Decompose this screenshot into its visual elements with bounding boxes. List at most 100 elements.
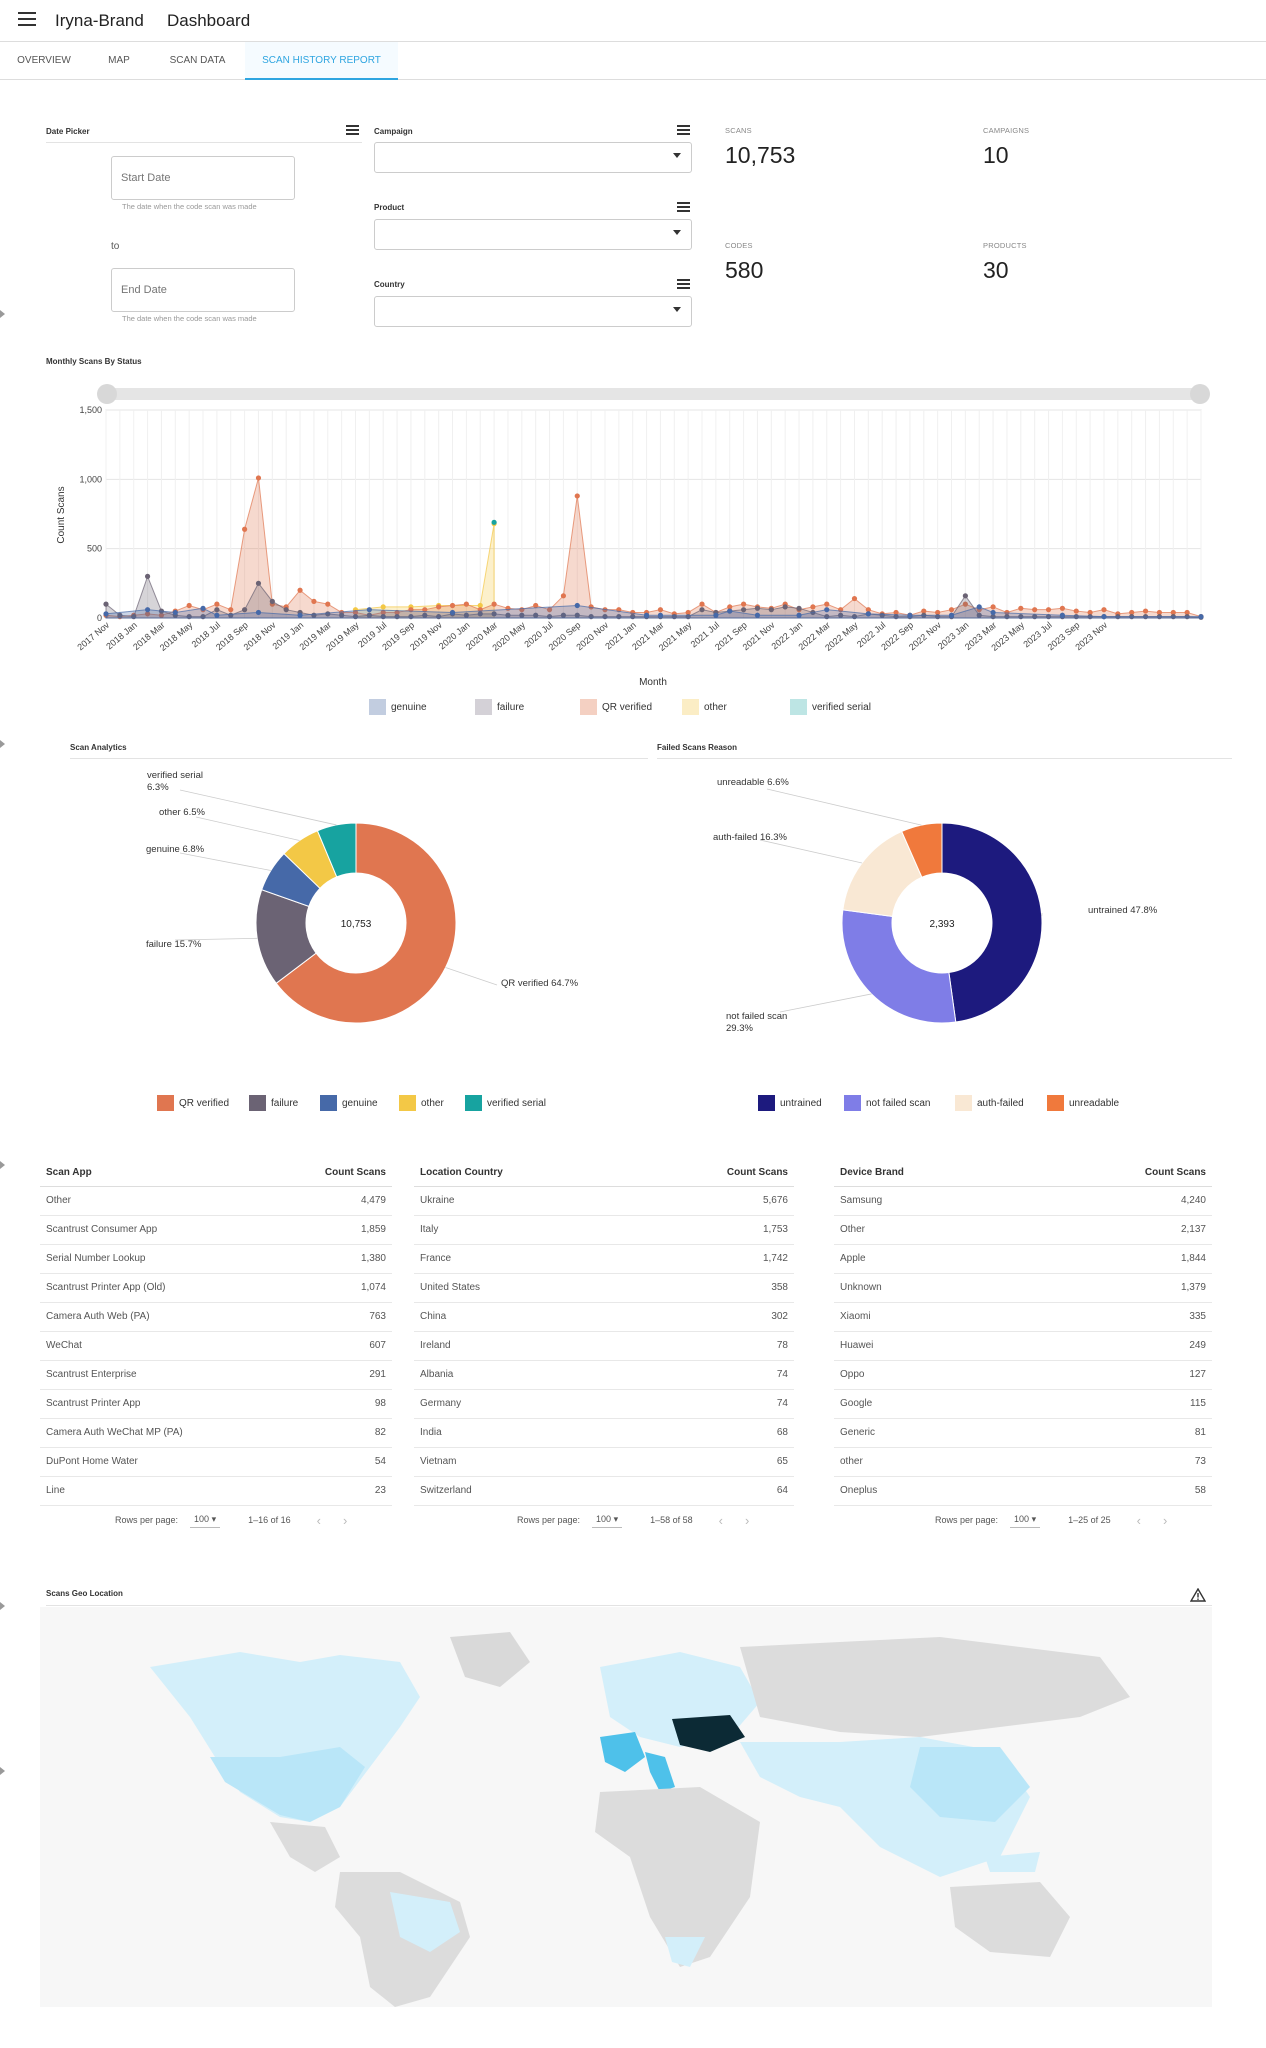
- legend-verified-serial[interactable]: verified serial: [790, 699, 871, 715]
- table-row[interactable]: Camera Auth Web (PA) 763: [40, 1302, 392, 1332]
- data-point[interactable]: [838, 612, 844, 618]
- data-point[interactable]: [1101, 607, 1107, 613]
- collapse-arrow-icon[interactable]: [0, 1602, 5, 1610]
- map-china[interactable]: [910, 1747, 1030, 1822]
- table-row[interactable]: India 68: [414, 1418, 794, 1448]
- data-point[interactable]: [754, 612, 761, 618]
- data-point[interactable]: [533, 612, 539, 618]
- pie-slice[interactable]: [841, 909, 957, 1024]
- table-row[interactable]: Albania 74: [414, 1360, 794, 1390]
- next-page-icon[interactable]: ›: [744, 1512, 750, 1528]
- data-point[interactable]: [574, 493, 580, 499]
- data-point[interactable]: [810, 604, 816, 610]
- data-point[interactable]: [727, 604, 733, 610]
- table-row[interactable]: Line 23: [40, 1476, 392, 1506]
- legend-qr-verified[interactable]: QR verified: [157, 1095, 229, 1111]
- data-point[interactable]: [824, 607, 830, 613]
- legend-qr-verified[interactable]: QR verified: [580, 699, 652, 715]
- data-point[interactable]: [214, 607, 220, 613]
- data-point[interactable]: [796, 605, 802, 611]
- data-point[interactable]: [228, 607, 234, 613]
- data-point[interactable]: [935, 609, 941, 616]
- data-point[interactable]: [380, 604, 386, 610]
- data-point[interactable]: [699, 607, 705, 613]
- range-slider-track[interactable]: [106, 388, 1201, 400]
- data-point[interactable]: [1129, 609, 1135, 616]
- data-point[interactable]: [144, 573, 151, 579]
- data-point[interactable]: [768, 607, 774, 613]
- table-row[interactable]: Oppo 127: [834, 1360, 1212, 1390]
- data-point[interactable]: [1059, 605, 1065, 611]
- data-point[interactable]: [144, 607, 151, 613]
- data-point[interactable]: [1018, 605, 1024, 611]
- pie-slice[interactable]: [901, 822, 943, 878]
- data-point[interactable]: [782, 604, 788, 610]
- table-row[interactable]: Generic 81: [834, 1418, 1212, 1448]
- tab-map[interactable]: MAP: [108, 55, 130, 66]
- data-point[interactable]: [727, 608, 733, 614]
- data-point[interactable]: [422, 607, 428, 613]
- table-row[interactable]: Unknown 1,379: [834, 1273, 1212, 1303]
- data-point[interactable]: [200, 605, 206, 611]
- tab-scan-data[interactable]: SCAN DATA: [169, 55, 226, 66]
- legend-verified-serial[interactable]: verified serial: [465, 1095, 546, 1111]
- data-point[interactable]: [394, 609, 400, 616]
- legend-auth-failed[interactable]: auth-failed: [955, 1095, 1024, 1111]
- table-row[interactable]: Huawei 249: [834, 1331, 1212, 1361]
- menu-icon[interactable]: [677, 202, 690, 212]
- data-point[interactable]: [477, 602, 483, 609]
- data-point[interactable]: [1059, 612, 1065, 618]
- data-point[interactable]: [1004, 609, 1010, 616]
- data-point[interactable]: [990, 609, 996, 616]
- data-point[interactable]: [546, 607, 553, 613]
- pie-slice[interactable]: [316, 822, 357, 878]
- menu-icon[interactable]: [346, 125, 359, 135]
- next-page-icon[interactable]: ›: [1162, 1512, 1168, 1528]
- data-point[interactable]: [380, 609, 386, 616]
- data-point[interactable]: [865, 611, 871, 617]
- table-row[interactable]: Serial Number Lookup 1,380: [40, 1244, 392, 1274]
- data-point[interactable]: [588, 604, 594, 610]
- data-point[interactable]: [948, 612, 955, 618]
- data-point[interactable]: [339, 612, 345, 618]
- data-point[interactable]: [269, 598, 275, 604]
- collapse-arrow-icon[interactable]: [0, 1161, 5, 1169]
- data-point[interactable]: [560, 612, 567, 618]
- table-row[interactable]: Ireland 78: [414, 1331, 794, 1361]
- table-row[interactable]: Switzerland 64: [414, 1476, 794, 1506]
- table-row[interactable]: Scantrust Enterprise 291: [40, 1360, 392, 1390]
- table-row[interactable]: Ukraine 5,676: [414, 1186, 794, 1216]
- table-row[interactable]: Other 4,479: [40, 1186, 392, 1216]
- data-point[interactable]: [186, 602, 192, 609]
- table-row[interactable]: Other 2,137: [834, 1215, 1212, 1245]
- data-point[interactable]: [1101, 614, 1107, 620]
- legend-not-failed-scan[interactable]: not failed scan: [844, 1095, 931, 1111]
- data-point[interactable]: [1156, 609, 1163, 616]
- rows-per-page-select[interactable]: 100 ▾: [592, 1512, 623, 1528]
- table-row[interactable]: China 302: [414, 1302, 794, 1332]
- data-point[interactable]: [976, 604, 982, 610]
- data-point[interactable]: [366, 612, 372, 618]
- data-point[interactable]: [283, 607, 289, 613]
- data-point[interactable]: [657, 612, 664, 618]
- data-point[interactable]: [962, 601, 968, 607]
- data-point[interactable]: [242, 607, 248, 613]
- data-point[interactable]: [214, 612, 220, 618]
- data-point[interactable]: [297, 587, 303, 593]
- column-header[interactable]: Location Country: [414, 1160, 631, 1187]
- country-select[interactable]: [374, 296, 692, 327]
- product-select[interactable]: [374, 219, 692, 250]
- table-row[interactable]: United States 358: [414, 1273, 794, 1303]
- pie-slice[interactable]: [275, 822, 457, 1024]
- table-row[interactable]: Samsung 4,240: [834, 1186, 1212, 1216]
- data-point[interactable]: [713, 612, 719, 618]
- data-point[interactable]: [366, 607, 372, 613]
- table-row[interactable]: other 73: [834, 1447, 1212, 1477]
- data-point[interactable]: [449, 609, 456, 616]
- map-united-states[interactable]: [210, 1747, 365, 1822]
- map-south-africa[interactable]: [665, 1937, 705, 1967]
- prev-page-icon[interactable]: ‹: [316, 1512, 321, 1528]
- data-point[interactable]: [1045, 607, 1052, 613]
- data-point[interactable]: [172, 609, 178, 616]
- map-france[interactable]: [600, 1732, 645, 1772]
